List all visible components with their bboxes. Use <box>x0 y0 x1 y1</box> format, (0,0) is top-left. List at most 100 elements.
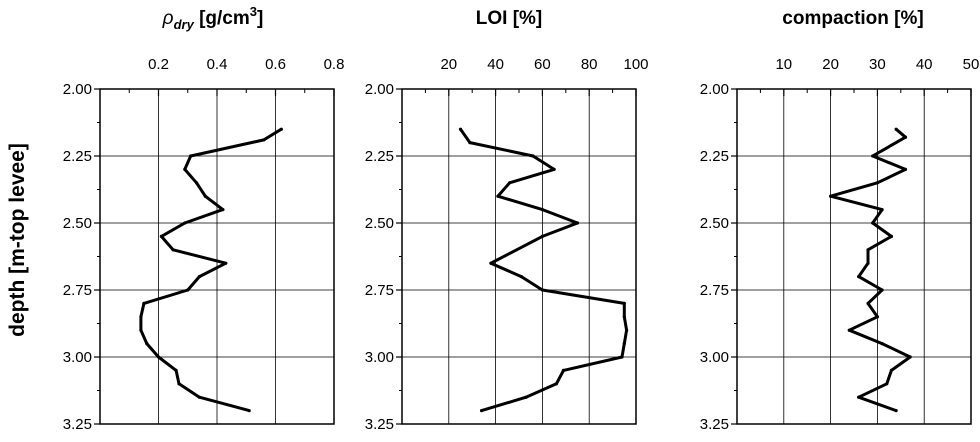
data-point <box>894 127 898 131</box>
panel-title-3: compaction [%] <box>782 8 923 29</box>
title-unit: [g/cm <box>194 8 250 29</box>
data-point <box>554 382 559 386</box>
data-point <box>479 409 484 413</box>
data-point <box>139 315 143 319</box>
title-symbol: ρ <box>162 8 174 29</box>
x-tick-label: 50 <box>963 56 980 73</box>
data-point <box>489 261 493 265</box>
data-point <box>575 221 580 225</box>
data-point <box>552 167 556 171</box>
data-point <box>519 275 523 279</box>
series-line <box>459 128 629 413</box>
x-tick-label: 10 <box>775 56 792 73</box>
data-point <box>875 315 880 319</box>
panel-title-2: LOI [%] <box>476 8 543 29</box>
x-tick-label: 0.8 <box>324 56 345 73</box>
data-point <box>279 127 283 131</box>
panel-2: LOI [%] 20 40 60 80 100 2.00 2.25 2.50 2.75 3.00 3.… <box>365 8 649 433</box>
y-tick-label: 3.25 <box>700 416 729 433</box>
data-point <box>174 368 178 372</box>
x-tick-label: 0.4 <box>207 56 228 73</box>
data-point <box>880 288 884 292</box>
data-point <box>903 167 908 171</box>
x-tick-label: 40 <box>487 56 504 73</box>
y-tick-label: 2.00 <box>63 81 92 98</box>
y-tick-label: 3.00 <box>365 349 394 366</box>
data-point <box>458 127 463 131</box>
title-subscript: dry <box>174 17 195 32</box>
data-point <box>186 288 190 292</box>
y-tick-label: 2.75 <box>365 282 394 299</box>
data-point <box>139 328 143 332</box>
panel-3: compaction [%] 10 20 30 40 50 2.00 2.25 2.50 2.75… <box>700 8 980 433</box>
data-point <box>177 382 181 386</box>
data-point <box>866 248 870 252</box>
data-point <box>221 208 225 212</box>
data-point <box>857 395 861 399</box>
data-point <box>866 301 870 305</box>
data-point <box>880 342 884 346</box>
y-tick-label: 2.00 <box>365 81 394 98</box>
data-point <box>262 138 266 142</box>
data-point <box>142 301 146 305</box>
data-point <box>620 355 624 359</box>
y-tick-label: 2.00 <box>700 81 729 98</box>
data-point <box>197 395 202 399</box>
data-point <box>540 234 545 238</box>
data-point <box>194 181 199 185</box>
data-point <box>889 368 894 372</box>
data-point <box>847 328 851 332</box>
title-unit-end: ] <box>257 8 263 29</box>
title-superscript: 3 <box>250 4 257 19</box>
data-point <box>875 181 880 185</box>
y-tick-label: 2.75 <box>63 282 92 299</box>
y-tick-label: 3.25 <box>365 416 394 433</box>
plot-frame <box>736 88 972 425</box>
data-point <box>894 409 898 413</box>
data-point <box>145 342 149 346</box>
series-line <box>829 128 912 413</box>
data-point <box>540 288 545 292</box>
data-point <box>156 355 161 359</box>
y-tick-label: 2.25 <box>63 148 92 165</box>
y-tick-label: 2.50 <box>700 215 729 232</box>
y-tick-label: 3.00 <box>700 349 729 366</box>
data-point <box>540 208 545 212</box>
x-tick-label: 20 <box>822 56 839 73</box>
data-point <box>866 261 870 265</box>
data-point <box>625 328 629 332</box>
data-point <box>524 395 528 399</box>
data-point <box>183 221 187 225</box>
data-point <box>908 355 912 359</box>
y-tick-label: 3.00 <box>63 349 92 366</box>
panel-title-1: ρdry [g/cm3] <box>162 4 264 32</box>
data-point <box>224 261 228 265</box>
x-tick-label: 60 <box>534 56 551 73</box>
y-tick-label: 2.50 <box>63 215 92 232</box>
series-line <box>139 127 283 413</box>
data-point <box>829 194 833 198</box>
data-point <box>903 135 908 139</box>
data-point <box>203 194 207 198</box>
data-point <box>561 368 566 372</box>
plot-frame <box>401 88 637 425</box>
data-point <box>247 409 251 413</box>
x-tick-label: 0.2 <box>148 56 169 73</box>
y-axis-title: depth [m-top levee] <box>6 143 29 337</box>
data-point <box>496 194 500 198</box>
data-point <box>871 154 875 158</box>
x-tick-label: 100 <box>623 56 648 73</box>
x-tick-label: 30 <box>869 56 886 73</box>
panels: ρdry [g/cm3] 0.2 0.4 0.6 0.8 2.00 2.25 2.50 2.75… <box>63 4 980 433</box>
data-point <box>885 382 889 386</box>
data-point <box>531 154 535 158</box>
panel-1: ρdry [g/cm3] 0.2 0.4 0.6 0.8 2.00 2.25 2.50 2.75… <box>63 4 345 433</box>
data-point <box>622 315 626 319</box>
x-tick-label: 0.6 <box>265 56 286 73</box>
data-point <box>508 181 512 185</box>
data-point <box>857 275 861 279</box>
data-point <box>880 208 884 212</box>
x-tick-label: 20 <box>440 56 457 73</box>
data-point <box>189 154 193 158</box>
